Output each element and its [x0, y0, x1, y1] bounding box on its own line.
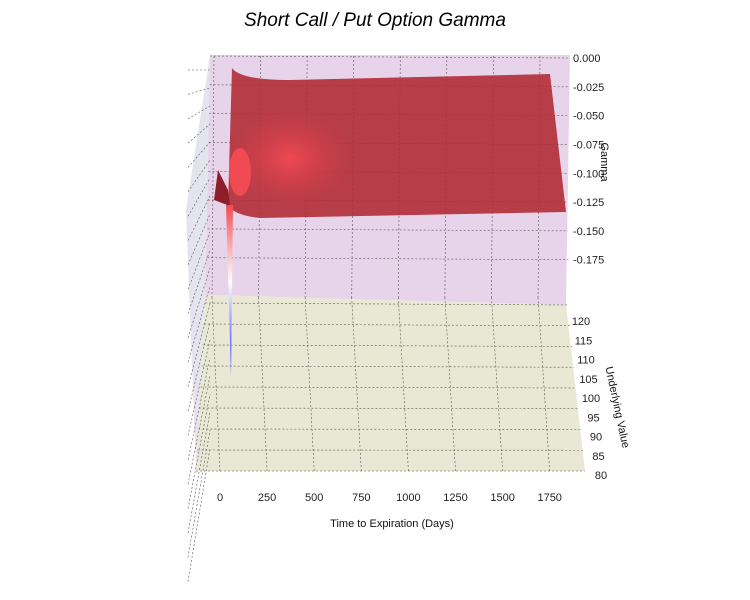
y-gridline-floor: [202, 344, 573, 347]
gamma-spike: [226, 205, 233, 375]
z-gridline-wall: [207, 257, 569, 261]
x-gridline-floor: [351, 297, 362, 472]
side-gridline: [187, 267, 211, 339]
surface-ridge: [229, 148, 251, 196]
y-tick-label: 110: [577, 355, 595, 367]
x-gridline-floor: [491, 297, 503, 472]
z-tick-label: -0.050: [573, 111, 604, 123]
z-tick-label: -0.025: [573, 82, 604, 94]
side-gridline: [187, 357, 211, 460]
floor-pane: [196, 295, 585, 471]
side-gridline: [187, 393, 211, 509]
side-gridline: [187, 141, 211, 168]
y-axis-label: Underlying Value: [602, 366, 631, 450]
side-gridline: [187, 177, 211, 217]
x-tick-label: 1750: [537, 492, 561, 504]
x-gridline-floor: [444, 297, 456, 472]
x-tick-label: 750: [352, 492, 370, 504]
x-tick-labels: 0 250 500 750 1000 1250 1500 1750: [217, 492, 562, 504]
y-gridline-floor: [200, 386, 577, 389]
side-gridline: [187, 285, 211, 363]
x-gridline-floor: [304, 297, 315, 472]
surface-hotspot: [228, 110, 352, 206]
side-gridline: [187, 447, 211, 582]
chart-title: Short Call / Put Option Gamma: [244, 10, 506, 31]
z-tick-label: -0.175: [573, 255, 604, 267]
side-gridline: [187, 411, 211, 533]
side-gridline: [187, 159, 211, 192]
z-tick-label: -0.075: [573, 139, 604, 151]
y-tick-label: 115: [575, 335, 593, 347]
y-tick-label: 80: [595, 470, 607, 482]
side-gridline: [187, 249, 211, 314]
z-gridline-wall: [207, 228, 569, 232]
x-gridline-floor: [258, 297, 268, 472]
x-tick-label: 0: [217, 492, 223, 504]
z-tick-label: -0.100: [573, 168, 604, 180]
side-gridline: [187, 321, 211, 412]
x-tick-label: 1250: [443, 492, 467, 504]
y-gridline-floor: [199, 407, 579, 410]
y-tick-label: 85: [592, 451, 604, 463]
z-tick-labels: 0.000 -0.025 -0.050 -0.075 -0.100 -0.125 -0.15…: [573, 53, 604, 267]
side-gridline: [187, 213, 211, 266]
side-gridline: [187, 195, 211, 241]
x-tick-label: 250: [258, 492, 276, 504]
z-tick-label: 0.000: [573, 53, 601, 65]
surface-fold: [214, 170, 230, 206]
side-gridline: [187, 105, 211, 119]
side-gridline: [187, 123, 211, 144]
y-tick-label: 95: [587, 412, 599, 424]
y-gridline-floor: [204, 302, 569, 306]
y-tick-labels: 80 85 90 95 100 105 110 115 120: [572, 316, 607, 482]
y-gridline-floor: [203, 323, 571, 327]
x-gridline-floor: [537, 297, 550, 472]
z-tick-label: -0.125: [573, 197, 604, 209]
side-gridline: [187, 429, 211, 558]
y-tick-label: 105: [579, 374, 597, 386]
x-gridline-floor: [398, 297, 409, 472]
y-tick-label: 100: [582, 393, 600, 405]
x-axis-label: Time to Expiration (Days): [330, 518, 454, 530]
x-tick-label: 1500: [490, 492, 514, 504]
x-tick-label: 500: [305, 492, 323, 504]
y-tick-label: 90: [590, 432, 602, 444]
x-gridline-floor: [211, 297, 221, 472]
x-tick-label: 1000: [396, 492, 420, 504]
y-tick-label: 120: [572, 316, 590, 328]
side-gridline: [187, 339, 211, 436]
z-tick-label: -0.150: [573, 226, 604, 238]
z-axis-label: Gamma: [598, 142, 610, 182]
gamma-surface: [214, 68, 566, 375]
